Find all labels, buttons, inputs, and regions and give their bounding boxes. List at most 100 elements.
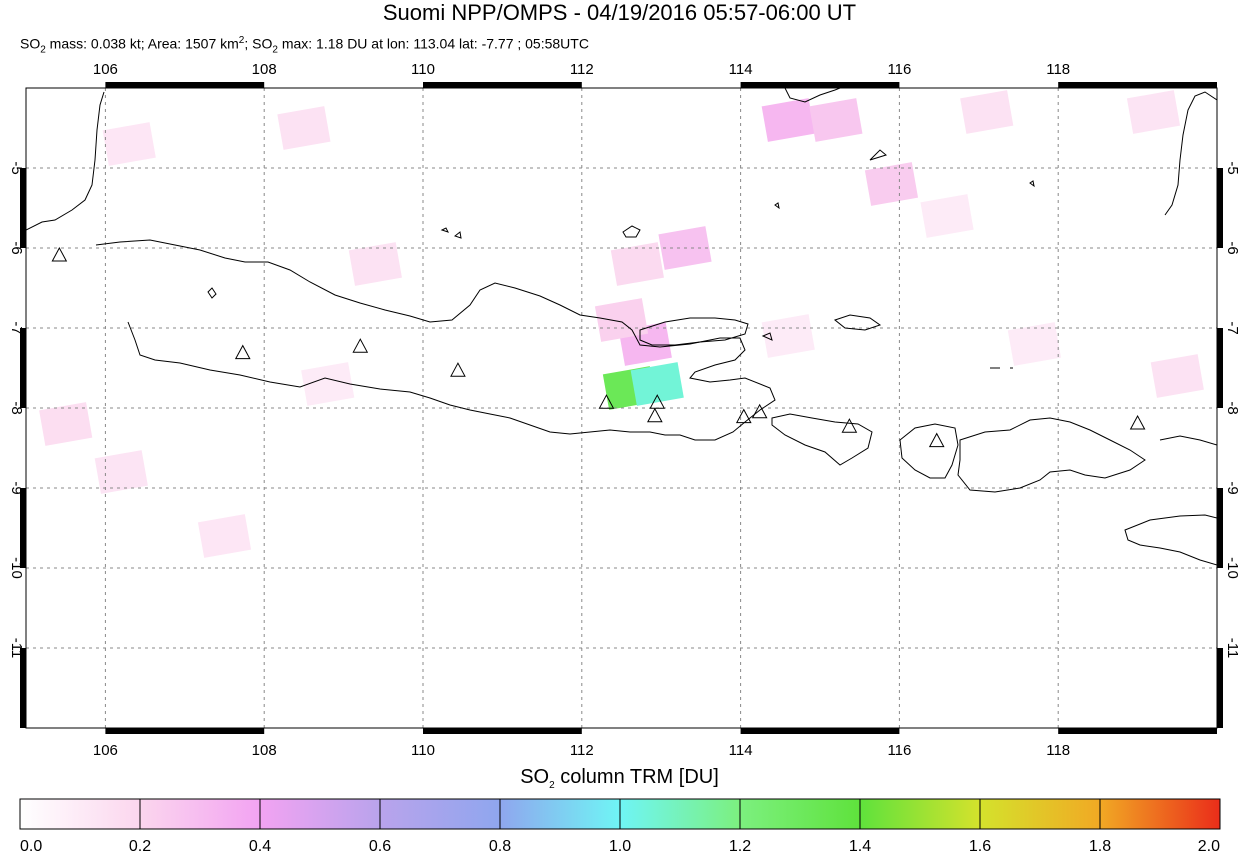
so2-pixel [809,98,863,142]
lon-tick-label-top: 108 [252,61,277,78]
so2-subscript: 2 [40,44,46,56]
map-frame-ticks [20,82,1223,734]
coastline-borneo [784,88,841,103]
colorbar-tick-label: 0.4 [249,838,271,855]
frame-band-lon [740,728,900,734]
volcano-triangle-icon [751,403,768,419]
colorbar-tick-label: 2.0 [1198,838,1220,855]
volcano-triangle-icon [598,394,615,409]
so2-pixel [630,362,684,406]
frame-band-lat [1217,488,1223,568]
colorbar-title-subscript: 2 [549,780,555,791]
volcano-markers [51,246,1146,448]
lon-tick-label-bottom: 112 [570,742,594,759]
lat-tick-label-right: -10 [1224,557,1239,579]
lon-tick-label-bottom: 108 [252,742,277,759]
volcano-triangle-icon [928,432,945,448]
volcano-triangle-icon [735,408,752,424]
lon-tick-label-top: 118 [1046,61,1070,78]
coastlines [26,88,1217,566]
volcano-triangle-icon [51,246,68,262]
colorbar-gradient [19,798,1221,830]
so2-pixel [610,242,664,286]
so2-pixel [864,162,919,206]
coastline-java [95,239,776,441]
axis-tick-labels: 106 106 108 108 110 110 112 112 114 114 116 116 118 1… [8,61,1239,759]
lon-tick-label-top: 110 [411,61,435,78]
so2-max-text: max: 1.18 DU at lon: 113.04 lat: -7.77 ;… [277,35,589,52]
coastline-flores [1159,435,1217,446]
lon-tick-label-top: 106 [93,61,118,78]
colorbar-tick-label: 1.4 [849,838,871,855]
colorbar-tick-label: 0.6 [369,838,391,855]
frame-band-lon [1058,728,1217,734]
lon-tick-label-bottom: 114 [729,742,753,759]
mass-area-text: mass: 0.038 kt; Area: 1507 km [45,35,239,52]
lon-tick-label-bottom: 110 [411,742,435,759]
colorbar-tick-label: 1.6 [969,838,991,855]
frame-band-lon [423,82,582,88]
volcano-triangle-icon [234,344,251,360]
so2-max-subscript: 2 [272,44,278,56]
lat-tick-label-left: -11 [8,638,25,659]
volcano-triangle-icon [841,418,858,433]
lon-tick-label-bottom: 118 [1046,742,1070,759]
frame-band-lon [105,728,265,734]
lat-tick-label-right: -11 [1224,638,1239,659]
so2-pixel [39,402,93,446]
lat-tick-label-right: -5 [1224,161,1239,174]
colorbar-tick-label: 1.0 [609,838,631,855]
lat-tick-label-left: -9 [8,481,25,494]
lat-tick-label-right: -6 [1224,241,1239,254]
lat-tick-label-left: -8 [8,401,25,414]
so2-pixel [197,514,252,558]
colorbar-ticks: 0.0 0.2 0.4 0.6 0.8 1.0 1.2 1.4 1.6 1.8 2.0 [19,799,1221,855]
frame-band-lat [20,168,26,248]
so2-pixel [1126,90,1181,134]
colorbar-tick-label: 0.8 [489,838,511,855]
volcano-triangle-icon [649,394,666,409]
lon-tick-label-top: 114 [729,61,753,78]
so2-pixel [301,362,355,406]
coastline-sumatra [26,91,105,231]
coastline-sulawesi [1164,91,1217,216]
lat-tick-label-right: -8 [1224,401,1239,414]
graticule [26,88,1217,728]
lat-tick-label-left: -6 [8,241,25,254]
volcano-triangle-icon [647,407,663,423]
coastline-small-islands [207,149,1035,369]
lon-tick-label-bottom: 106 [93,742,118,759]
lon-tick-label-top: 116 [887,61,911,78]
so2-pixel [761,314,815,358]
frame-band-lon [105,82,265,88]
frame-band-lon [740,82,900,88]
lat-tick-label-right: -7 [1224,321,1239,334]
frame-band-lon [1058,82,1217,88]
so2-pixel [960,90,1014,134]
frame-band-lat [20,488,26,568]
colorbar-tick-label: 0.2 [129,838,151,855]
lon-tick-label-bottom: 116 [887,742,911,759]
frame-band-lon [423,728,582,734]
so2-pixel [1150,354,1204,398]
lat-tick-label-right: -9 [1224,481,1239,494]
map-title: Suomi NPP/OMPS - 04/19/2016 05:57-06:00 … [382,0,857,25]
so2-label: SO [20,35,41,52]
lon-tick-label-top: 112 [570,61,594,78]
so2-pixel [761,98,815,142]
so2-pixel [102,122,156,166]
so2-pixel [920,194,974,238]
so2-pixel-layer [39,90,1204,558]
area-superscript: 2 [238,35,245,46]
colorbar-tick-label: 0.0 [20,838,42,855]
so2-pixel [94,450,148,494]
colorbar-title-suffix: column TRM [DU] [554,766,719,788]
coastline-sumbawa [957,417,1146,493]
map-subtitle: SO2 mass: 0.038 kt; Area: 1507 km2; SO2 … [20,35,589,55]
so2-pixel [277,106,331,150]
colorbar-title: SO2 column TRM [DU] [0,766,1239,791]
coastline-bawean [622,225,641,238]
colorbar-title-prefix: SO [520,766,550,788]
frame-band-lat [20,648,26,728]
frame-band-lat [1217,328,1223,408]
